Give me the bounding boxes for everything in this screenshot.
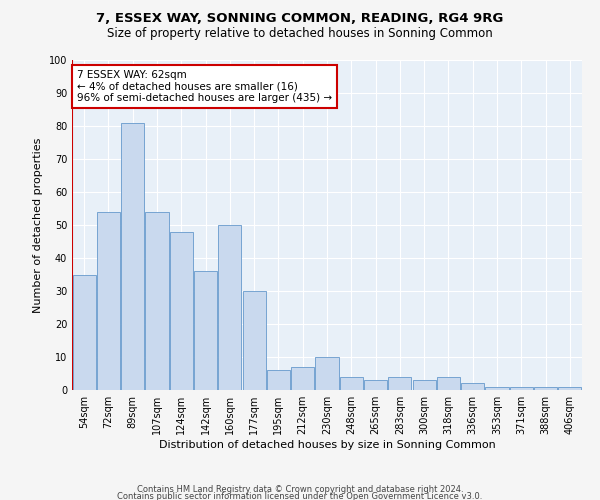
Bar [559, 386, 581, 390]
Bar [242, 291, 266, 390]
Bar [461, 384, 484, 390]
Bar [170, 232, 193, 390]
Text: Size of property relative to detached houses in Sonning Common: Size of property relative to detached ho… [107, 28, 493, 40]
Bar [340, 377, 363, 390]
Text: Contains public sector information licensed under the Open Government Licence v3: Contains public sector information licen… [118, 492, 482, 500]
Bar [413, 380, 436, 390]
Text: 7, ESSEX WAY, SONNING COMMON, READING, RG4 9RG: 7, ESSEX WAY, SONNING COMMON, READING, R… [97, 12, 503, 26]
Text: 7 ESSEX WAY: 62sqm
← 4% of detached houses are smaller (16)
96% of semi-detached: 7 ESSEX WAY: 62sqm ← 4% of detached hous… [77, 70, 332, 103]
Bar [218, 225, 241, 390]
Bar [316, 357, 338, 390]
Bar [485, 386, 509, 390]
Bar [291, 367, 314, 390]
X-axis label: Distribution of detached houses by size in Sonning Common: Distribution of detached houses by size … [158, 440, 496, 450]
Bar [145, 212, 169, 390]
Bar [437, 377, 460, 390]
Bar [364, 380, 387, 390]
Bar [267, 370, 290, 390]
Bar [121, 122, 144, 390]
Bar [73, 274, 95, 390]
Bar [97, 212, 120, 390]
Bar [534, 386, 557, 390]
Text: Contains HM Land Registry data © Crown copyright and database right 2024.: Contains HM Land Registry data © Crown c… [137, 486, 463, 494]
Y-axis label: Number of detached properties: Number of detached properties [33, 138, 43, 312]
Bar [194, 271, 217, 390]
Bar [388, 377, 412, 390]
Bar [510, 386, 533, 390]
